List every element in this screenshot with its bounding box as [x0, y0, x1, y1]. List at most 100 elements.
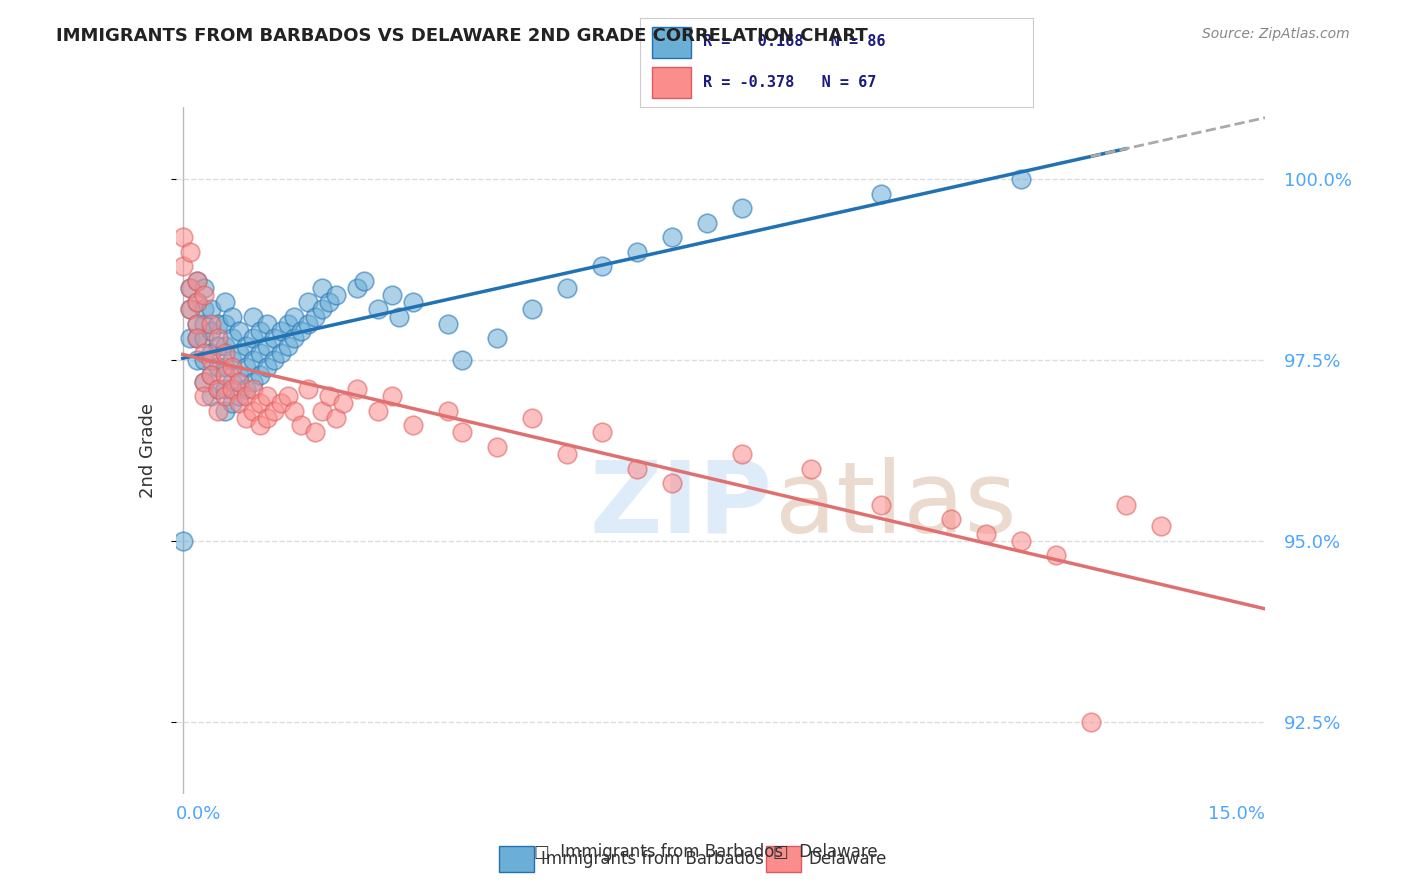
Text: R =   0.168   N = 86: R = 0.168 N = 86	[703, 35, 886, 49]
Point	[221, 360, 243, 375]
Point	[179, 244, 201, 259]
Point	[1149, 519, 1171, 533]
Point	[283, 403, 305, 417]
Point	[193, 375, 215, 389]
Point	[186, 331, 208, 345]
Point	[256, 338, 278, 352]
Point	[730, 201, 752, 215]
Point	[228, 346, 250, 360]
Point	[193, 389, 215, 403]
Y-axis label: 2nd Grade: 2nd Grade	[139, 403, 157, 498]
Point	[974, 526, 997, 541]
Point	[311, 403, 333, 417]
Point	[270, 346, 292, 360]
Text: Immigrants from Barbados: Immigrants from Barbados	[541, 850, 765, 868]
Point	[290, 324, 312, 338]
Point	[263, 353, 285, 368]
Point	[451, 353, 474, 368]
Point	[256, 317, 278, 331]
Text: R = -0.378   N = 67: R = -0.378 N = 67	[703, 75, 876, 89]
Point	[200, 302, 222, 317]
Point	[221, 375, 243, 389]
Point	[193, 375, 215, 389]
Point	[870, 498, 893, 512]
Point	[346, 281, 368, 295]
Text: ZIP: ZIP	[591, 457, 773, 554]
Point	[235, 338, 257, 352]
Point	[270, 324, 292, 338]
Point	[207, 360, 229, 375]
Point	[214, 389, 236, 403]
Point	[1115, 498, 1137, 512]
Point	[332, 396, 354, 410]
Point	[1045, 549, 1067, 563]
Point	[297, 382, 319, 396]
Point	[179, 302, 201, 317]
Point	[696, 216, 718, 230]
Point	[186, 353, 208, 368]
Point	[870, 186, 893, 201]
Point	[325, 288, 347, 302]
Point	[402, 295, 425, 310]
Point	[939, 512, 962, 526]
Text: IMMIGRANTS FROM BARBADOS VS DELAWARE 2ND GRADE CORRELATION CHART: IMMIGRANTS FROM BARBADOS VS DELAWARE 2ND…	[56, 27, 868, 45]
Point	[242, 331, 264, 345]
Point	[730, 447, 752, 461]
Point	[221, 396, 243, 410]
Point	[193, 288, 215, 302]
Point	[346, 382, 368, 396]
Point	[193, 346, 215, 360]
Point	[283, 310, 305, 324]
Point	[388, 310, 411, 324]
Point	[520, 411, 543, 425]
Point	[193, 302, 215, 317]
Point	[290, 418, 312, 433]
Point	[297, 295, 319, 310]
Point	[276, 389, 298, 403]
Point	[200, 368, 222, 382]
Point	[193, 317, 215, 331]
Point	[381, 389, 404, 403]
Point	[270, 396, 292, 410]
Point	[283, 331, 305, 345]
Point	[242, 375, 264, 389]
Bar	[499, 846, 534, 871]
Point	[486, 440, 509, 454]
Point	[437, 403, 460, 417]
Point	[318, 389, 340, 403]
Text: Source: ZipAtlas.com: Source: ZipAtlas.com	[1202, 27, 1350, 41]
Point	[249, 346, 271, 360]
Point	[214, 382, 236, 396]
Point	[172, 533, 194, 548]
Point	[200, 346, 222, 360]
Point	[1010, 533, 1032, 548]
Text: 15.0%: 15.0%	[1208, 805, 1265, 822]
Point	[200, 317, 222, 331]
Point	[214, 403, 236, 417]
Point	[263, 403, 285, 417]
Point	[451, 425, 474, 440]
Point	[626, 244, 648, 259]
Point	[235, 360, 257, 375]
Point	[661, 475, 683, 490]
Point	[200, 353, 222, 368]
Point	[235, 389, 257, 403]
Point	[381, 288, 404, 302]
Point	[221, 331, 243, 345]
Point	[207, 382, 229, 396]
Point	[402, 418, 425, 433]
Point	[207, 338, 229, 352]
Point	[228, 324, 250, 338]
Point	[193, 353, 215, 368]
Text: □  Immigrants from Barbados: □ Immigrants from Barbados	[534, 843, 783, 861]
Point	[207, 382, 229, 396]
Point	[242, 403, 264, 417]
Point	[193, 281, 215, 295]
Point	[249, 396, 271, 410]
Point	[179, 281, 201, 295]
Point	[304, 310, 326, 324]
Point	[297, 317, 319, 331]
Point	[186, 274, 208, 288]
Point	[207, 403, 229, 417]
Point	[256, 389, 278, 403]
